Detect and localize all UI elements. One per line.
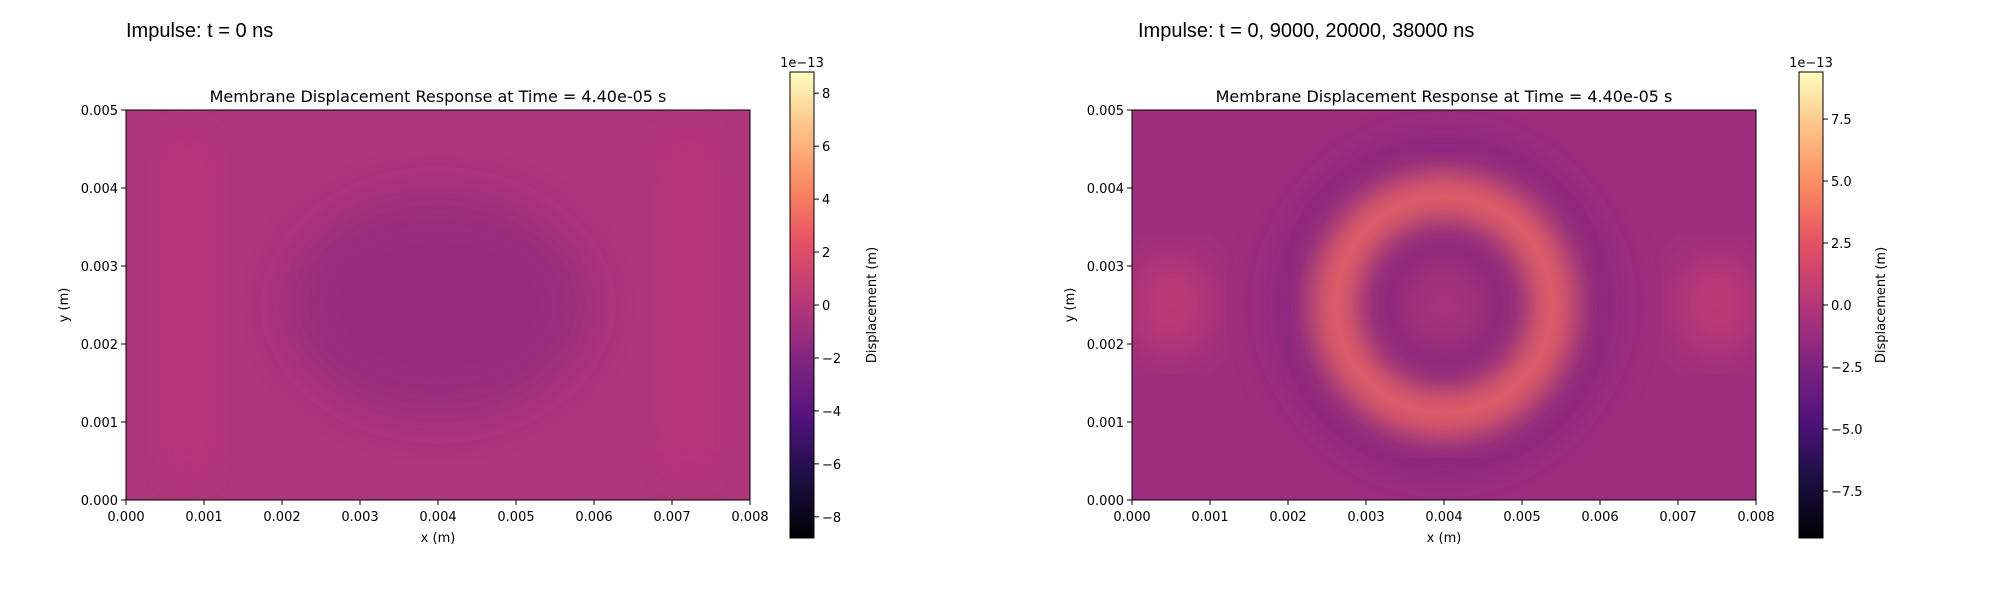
heatmap-center — [1394, 255, 1494, 355]
x-tick-label: 0.007 — [653, 510, 690, 525]
colorbar-tick-label: 0 — [822, 299, 830, 314]
y-tick-label: 0.004 — [1087, 182, 1124, 197]
colorbar-tick-label: 6 — [822, 140, 830, 155]
x-tick-label: 0.005 — [497, 510, 534, 525]
x-tick-label: 0.003 — [1347, 510, 1384, 525]
heatmap-dip — [288, 195, 588, 415]
y-tick-label: 0.000 — [1087, 494, 1124, 509]
y-tick-label: 0.002 — [81, 338, 118, 353]
heatmap-spot — [1132, 255, 1211, 355]
colorbar-tick-label: −2.5 — [1831, 361, 1863, 376]
y-tick-label: 0.000 — [81, 494, 118, 509]
x-axis-label: x (m) — [421, 531, 456, 546]
panel-heading-left: Impulse: t = 0 ns — [126, 20, 274, 42]
x-tick-label: 0.006 — [1581, 510, 1618, 525]
y-tick-label: 0.003 — [1087, 260, 1124, 275]
colorbar-tick-label: 0.0 — [1831, 299, 1852, 314]
x-tick-label: 0.002 — [1269, 510, 1306, 525]
x-tick-label: 0.003 — [341, 510, 378, 525]
chart-title: Membrane Displacement Response at Time =… — [1216, 87, 1673, 106]
colorbar-tick-label: −6 — [822, 458, 841, 473]
colorbar — [1799, 72, 1823, 538]
heatmap-panel-left: Membrane Displacement Response at Time =… — [57, 56, 880, 546]
colorbar-tick-label: 2 — [822, 246, 830, 261]
colorbar-tick-label: 8 — [822, 87, 830, 102]
x-tick-label: 0.007 — [1659, 510, 1696, 525]
colorbar-offset-text: 1e−13 — [780, 56, 824, 71]
colorbar-tick-label: 5.0 — [1831, 175, 1852, 190]
colorbar-label: Displacement (m) — [1874, 247, 1889, 363]
colorbar-tick-label: −7.5 — [1831, 485, 1863, 500]
x-tick-label: 0.004 — [1425, 510, 1462, 525]
chart-title: Membrane Displacement Response at Time =… — [210, 87, 667, 106]
x-tick-label: 0.001 — [185, 510, 222, 525]
colorbar-tick-label: −4 — [822, 405, 841, 420]
colorbar-offset-text: 1e−13 — [1789, 56, 1833, 71]
heatmap-panel-right: Membrane Displacement Response at Time =… — [1063, 56, 1889, 546]
heatmap-band — [657, 130, 718, 480]
colorbar-tick-label: 7.5 — [1831, 113, 1852, 128]
y-tick-label: 0.004 — [81, 182, 118, 197]
heatmap-field — [126, 110, 750, 500]
y-tick-label: 0.005 — [81, 104, 118, 119]
y-tick-label: 0.005 — [1087, 104, 1124, 119]
x-tick-label: 0.001 — [1191, 510, 1228, 525]
colorbar-tick-label: 2.5 — [1831, 237, 1852, 252]
y-axis-label: y (m) — [57, 288, 72, 323]
y-tick-label: 0.002 — [1087, 338, 1124, 353]
y-tick-label: 0.001 — [1087, 416, 1124, 431]
heatmap-field — [1132, 110, 1756, 500]
x-tick-label: 0.008 — [731, 510, 768, 525]
x-tick-label: 0.000 — [107, 510, 144, 525]
heatmap-ring — [1310, 171, 1578, 439]
x-tick-label: 0.004 — [419, 510, 456, 525]
colorbar-tick-label: −2 — [822, 352, 841, 367]
x-tick-label: 0.006 — [575, 510, 612, 525]
colorbar-tick-label: −8 — [822, 511, 841, 526]
y-axis-label: y (m) — [1063, 288, 1078, 323]
heatmap-band — [158, 130, 219, 480]
colorbar-tick-label: −5.0 — [1831, 423, 1863, 438]
y-tick-label: 0.001 — [81, 416, 118, 431]
x-tick-label: 0.002 — [263, 510, 300, 525]
colorbar — [790, 72, 814, 538]
colorbar-label: Displacement (m) — [865, 247, 880, 363]
x-tick-label: 0.008 — [1737, 510, 1774, 525]
x-tick-label: 0.000 — [1113, 510, 1150, 525]
panel-heading-right: Impulse: t = 0, 9000, 20000, 38000 ns — [1138, 20, 1475, 42]
x-tick-label: 0.005 — [1503, 510, 1540, 525]
heatmap-spot — [1677, 255, 1756, 355]
x-axis-label: x (m) — [1427, 531, 1462, 546]
y-tick-label: 0.003 — [81, 260, 118, 275]
colorbar-tick-label: 4 — [822, 193, 830, 208]
